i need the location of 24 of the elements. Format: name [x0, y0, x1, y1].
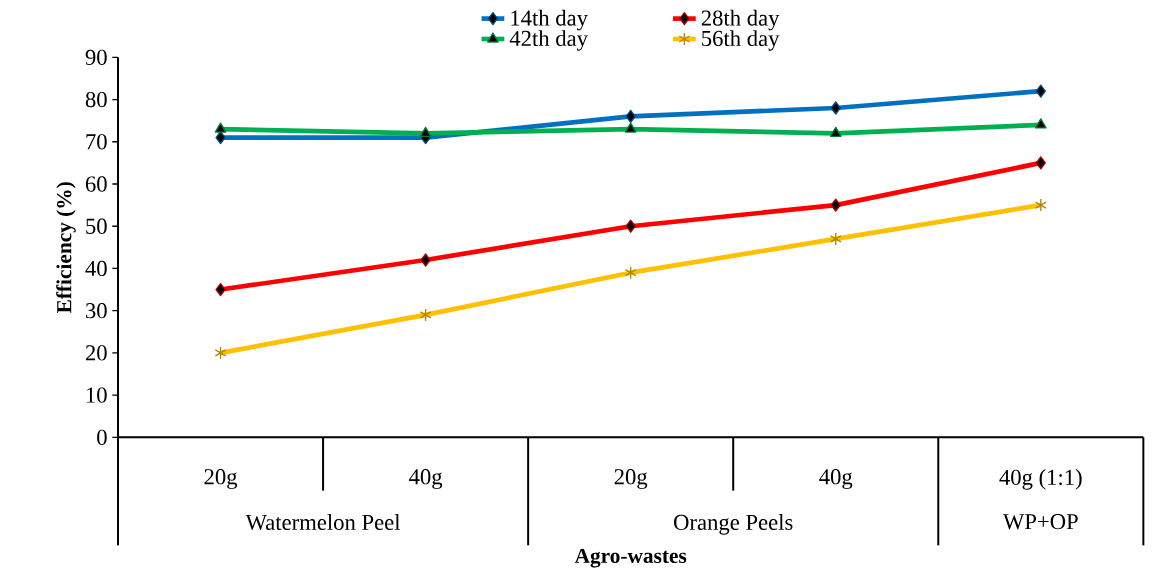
- y-tick-label: 50: [86, 218, 107, 234]
- x-tick-label: 20g: [614, 469, 648, 490]
- text: Watermelon Peel: [245, 514, 401, 531]
- text: Orange Peels: [674, 514, 793, 535]
- x-tick-label: 40g: [409, 469, 443, 490]
- y-tick-label: 20: [85, 345, 107, 361]
- y-tick-label: 80: [85, 91, 107, 108]
- x-tick-label: 40g: [819, 469, 853, 490]
- legend-label: 14th day: [511, 9, 588, 31]
- y-tick-label: 40: [85, 260, 107, 277]
- y-axis-title: Efficiency (%): [56, 182, 76, 314]
- y-tick-label: 0: [97, 429, 107, 445]
- y-tick-label: 30: [86, 303, 107, 319]
- x-tick-label: 40g (1:1): [999, 469, 1082, 490]
- x-tick-label: 20g: [204, 469, 238, 490]
- text: WP+OP: [1002, 514, 1078, 530]
- legend-label: 56th day: [702, 30, 780, 51]
- legend-label: 28th day: [701, 9, 780, 31]
- legend-label: 42th day: [509, 30, 588, 51]
- y-tick-label: 60: [85, 176, 107, 192]
- y-tick-label: 90: [85, 49, 107, 65]
- y-tick-label: 70: [86, 134, 107, 150]
- y-tick-label: 10: [86, 387, 107, 403]
- x-axis-title: Agro-wastes: [574, 548, 687, 568]
